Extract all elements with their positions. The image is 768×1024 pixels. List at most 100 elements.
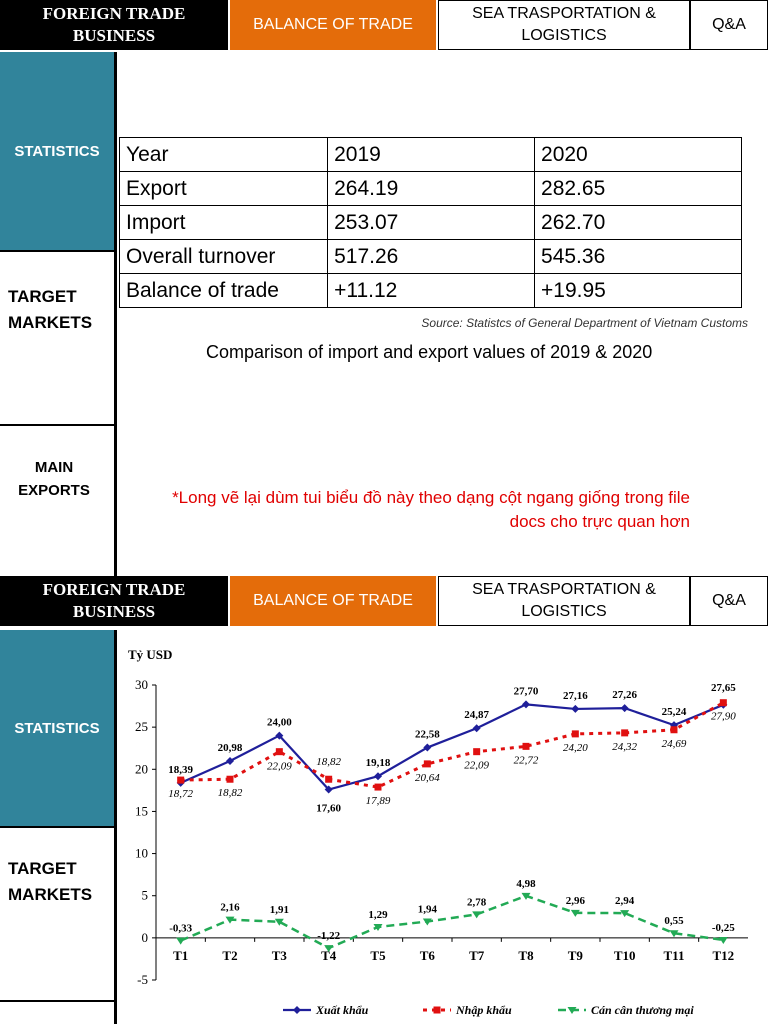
data-label: 18,82 [218, 787, 243, 799]
data-point [670, 726, 678, 734]
tab-foreign-trade-business[interactable]: FOREIGN TRADE BUSINESS [0, 576, 228, 626]
data-point [226, 775, 234, 783]
data-label: 27,70 [514, 685, 539, 697]
x-tick-label: T4 [321, 948, 337, 963]
data-label: 20,98 [218, 742, 243, 754]
data-label: 1,94 [418, 904, 438, 916]
data-label: 27,16 [563, 690, 588, 702]
slide-monthly-chart: FOREIGN TRADE BUSINESS BALANCE OF TRADE … [0, 576, 768, 1024]
data-label: 4,98 [516, 878, 536, 890]
x-tick-label: T10 [614, 948, 636, 963]
sidebar-divider [0, 826, 114, 828]
data-point [374, 772, 382, 781]
data-label: 2,16 [220, 902, 240, 914]
source-note: Source: Statistcs of General Department … [421, 316, 748, 330]
legend-marker [567, 1007, 577, 1014]
sidebar-item-target-markets[interactable]: TARGET MARKETS [8, 859, 93, 904]
table-cell: Balance of trade [118, 273, 329, 308]
y-tick-label: 25 [135, 719, 148, 734]
data-point [275, 748, 283, 756]
trade-line-chart: Tỷ USD -5 0 5 10 15 20 25 30 T1 T2 T3 T4 T5 T6 T7 T8 T9 T1… [118, 632, 768, 1024]
y-tick-label: 5 [142, 888, 149, 903]
data-point [719, 699, 727, 707]
series-line-0 [180, 703, 724, 791]
tab-balance-of-trade[interactable]: BALANCE OF TRADE [230, 576, 436, 626]
table-cell: 2020 [534, 137, 742, 172]
sidebar-item-main-exports[interactable]: MAIN EXPORTS [18, 459, 90, 499]
x-tick-label: T11 [664, 948, 685, 963]
data-point [324, 945, 334, 953]
series-line-2 [180, 894, 724, 950]
sidebar-divider [0, 424, 114, 426]
data-point [176, 937, 186, 945]
tab-sea-transportation[interactable]: SEA TRASPORTATION & LOGISTICS [438, 0, 690, 50]
sidebar-border [114, 52, 117, 576]
data-point [669, 930, 679, 938]
x-tick-label: T2 [222, 948, 237, 963]
data-label: 0,55 [664, 915, 684, 927]
data-point [325, 775, 333, 783]
y-tick-label: 30 [135, 677, 148, 692]
data-label: 22,58 [415, 729, 440, 741]
data-label: -1,22 [317, 930, 340, 942]
trade-table: Year 2019 2020 Export 264.19 282.65 Import 253.… [118, 137, 742, 308]
data-label: 25,24 [662, 706, 687, 718]
data-point [570, 909, 580, 917]
x-tick-label: T12 [712, 948, 734, 963]
table-cell: +11.12 [327, 273, 536, 308]
data-label: 24,87 [464, 709, 489, 721]
table-cell: Import [118, 205, 329, 240]
data-point [177, 776, 185, 784]
data-point [472, 911, 482, 919]
data-point [423, 760, 431, 768]
sidebar-item-statistics[interactable]: STATISTICS [0, 630, 114, 826]
sidebar-item-target-markets[interactable]: TARGET MARKETS [8, 287, 93, 332]
y-tick-label: 10 [135, 846, 148, 861]
data-label: 24,20 [563, 742, 588, 754]
tab-balance-of-trade[interactable]: BALANCE OF TRADE [230, 0, 436, 50]
data-point [226, 757, 234, 766]
tab-sea-transportation[interactable]: SEA TRASPORTATION & LOGISTICS [438, 576, 690, 626]
x-tick-label: T7 [469, 948, 485, 963]
data-label: 17,89 [366, 795, 391, 807]
table-cell: 262.70 [534, 205, 742, 240]
data-point [423, 743, 432, 752]
x-tick-label: T1 [173, 948, 188, 963]
data-label: 22,09 [267, 761, 292, 773]
data-point [422, 918, 432, 926]
tab-foreign-trade-business[interactable]: FOREIGN TRADE BUSINESS [0, 0, 228, 50]
table-caption: Comparison of import and export values o… [206, 342, 653, 362]
tab-qa[interactable]: Q&A [690, 576, 768, 626]
sidebar-divider [0, 250, 114, 252]
data-point [621, 729, 629, 737]
data-label: 20,64 [415, 772, 440, 784]
y-tick-label: 0 [142, 930, 149, 945]
data-label: 2,94 [615, 895, 635, 907]
sidebar-border [114, 630, 117, 1024]
data-label: 1,91 [270, 904, 289, 916]
tab-qa[interactable]: Q&A [690, 0, 768, 50]
y-axis-label: Tỷ USD [128, 647, 172, 662]
table-cell: Export [118, 171, 329, 206]
data-label: 19,18 [366, 757, 391, 769]
legend-marker [293, 1006, 301, 1014]
data-point [522, 742, 530, 750]
x-tick-label: T6 [420, 948, 436, 963]
data-label: 24,69 [662, 738, 687, 750]
table-row: Export 264.19 282.65 [118, 171, 742, 206]
data-label: 27,65 [711, 682, 736, 694]
data-label: -0,33 [169, 923, 192, 935]
legend-label: Xuất khẩu [315, 1003, 369, 1017]
data-label: -0,25 [712, 922, 735, 934]
data-label: 1,29 [368, 909, 388, 921]
data-label: 22,72 [514, 754, 539, 766]
y-tick-label: 15 [135, 803, 148, 818]
table-cell: 517.26 [327, 239, 536, 274]
data-label: 27,90 [711, 711, 736, 723]
table-row: Balance of trade +11.12 +19.95 [118, 273, 742, 308]
sidebar-item-statistics[interactable]: STATISTICS [0, 52, 114, 250]
data-point [521, 892, 531, 900]
table-cell: 282.65 [534, 171, 742, 206]
data-point [373, 923, 383, 931]
data-point [275, 731, 284, 740]
